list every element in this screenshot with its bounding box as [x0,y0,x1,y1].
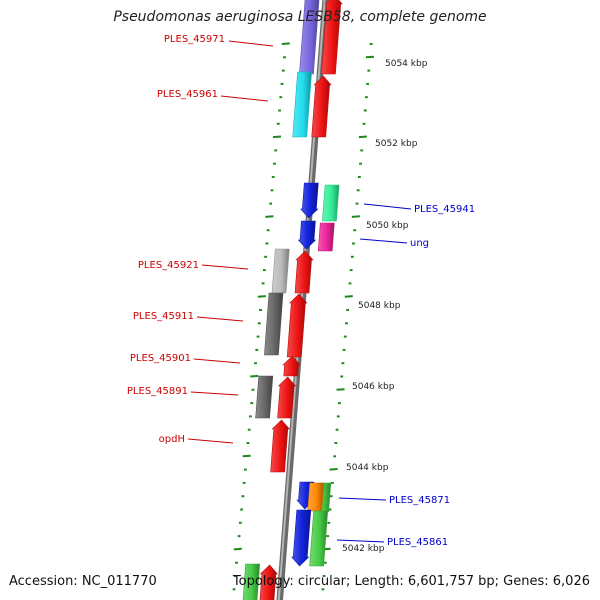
scale-label: 5046 kbp [352,382,395,392]
gene-ples-45911-arrow[interactable] [286,293,308,358]
left-label-leader [220,95,269,102]
gene-label-right[interactable]: PLES_45941 [414,204,475,215]
scale-ticks [232,42,375,591]
scale-label: 5042 kbp [342,544,385,554]
gene-ples-45861-band[interactable] [309,510,329,567]
left-label-leader [228,40,274,47]
scale-label: 5050 kbp [366,221,409,231]
right-label-leader [359,238,408,244]
gene-label-left[interactable]: PLES_45901 [130,353,191,364]
gene-ung-arrow[interactable] [297,220,317,250]
gene-ples-45891-band[interactable] [255,375,274,419]
gene-ples-45921-arrow[interactable] [294,250,314,294]
outer-scale-tick [358,135,367,139]
left-label-leader [201,264,249,270]
gene-label-right[interactable]: PLES_45861 [387,537,448,548]
gene-label-left[interactable]: PLES_45891 [127,386,188,397]
left-label-leader [190,391,239,396]
accession-label: Accession: NC_011770 [9,574,157,589]
label-leaders [187,40,412,543]
gene-opdH-arrow[interactable] [270,419,290,473]
inner-scale-tick [250,374,259,378]
gene-ples-45971-arrow[interactable] [321,0,343,75]
gene-ples-45961-band[interactable] [292,71,312,138]
gene-ples-45901-arrow[interactable] [282,355,301,377]
gene-bottom-band[interactable] [242,563,261,600]
inner-scale-tick [272,135,282,139]
inner-scale-tick [281,42,290,45]
gene-label-right[interactable]: PLES_45871 [389,495,450,506]
left-label-leader [193,358,241,364]
gene-ples-45941-band[interactable] [322,184,340,222]
gene-ples-45871-band-2[interactable] [307,482,325,512]
left-label-leader [196,316,244,322]
gene-features [242,0,343,600]
scale-label: 5048 kbp [358,301,401,311]
gene-ples-45971-band[interactable] [299,0,320,75]
right-label-leader [336,539,385,543]
topology-label: Topology: circular; Length: 6,601,757 bp… [232,574,590,589]
inner-scale-tick [233,547,242,551]
right-label-leader [338,497,387,501]
gene-label-left[interactable]: PLES_45911 [133,311,194,322]
gene-label-left[interactable]: PLES_45961 [157,89,218,100]
gene-label-left[interactable]: PLES_45971 [164,34,225,45]
gene-ples-45911-band[interactable] [264,292,284,356]
scale-label: 5052 kbp [375,139,418,149]
outer-scale-tick [344,295,353,298]
gene-label-left[interactable]: opdH [159,434,185,445]
gene-bottom-arrow[interactable] [259,564,279,600]
scale-label: 5044 kbp [346,463,389,473]
map-title: Pseudomonas aeruginosa LESB58, complete … [113,9,487,25]
outer-scale-tick [351,215,360,218]
left-label-leader [187,438,234,444]
gene-ung-band[interactable] [317,222,335,252]
scale-label: 5054 kbp [385,59,428,69]
inner-scale-tick [257,295,266,298]
gene-ples-45861-arrow[interactable] [291,509,312,567]
right-label-leader [363,203,412,210]
gene-ples-45961-arrow[interactable] [311,75,332,138]
gene-labels: PLES_45971 PLES_45961 PLES_45921 PLES_45911… [127,34,475,548]
outer-scale-tick [329,468,338,471]
gene-ples-45891-arrow[interactable] [277,376,297,419]
inner-scale-tick [242,454,251,458]
outer-scale-tick [365,55,375,59]
outer-scale-tick [336,388,345,391]
inner-scale-tick [265,215,274,218]
gene-label-right[interactable]: ung [410,238,429,249]
gene-label-left[interactable]: PLES_45921 [138,260,199,271]
gene-ples-45941-arrow[interactable] [300,182,319,219]
scale-labels: 5054 kbp 5052 kbp 5050 kbp 5048 kbp 5046 kbp… [342,59,428,554]
gene-ples-45921-band[interactable] [271,248,290,294]
